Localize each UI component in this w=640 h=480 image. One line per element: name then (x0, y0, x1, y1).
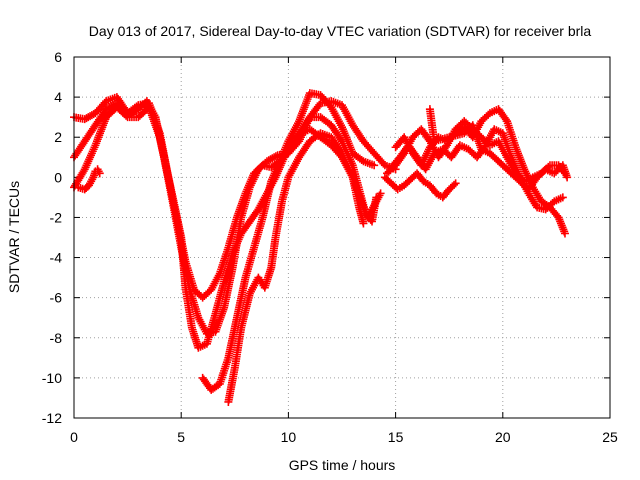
x-tick-label: 15 (388, 429, 404, 445)
x-tick-label: 20 (495, 429, 511, 445)
plus-marker (376, 189, 385, 198)
y-tick-label: -4 (50, 250, 63, 266)
chart-title: Day 013 of 2017, Sidereal Day-to-day VTE… (89, 23, 592, 39)
plus-marker (563, 173, 572, 182)
plus-marker (122, 111, 131, 120)
x-axis-label: GPS time / hours (289, 457, 396, 473)
plus-marker (271, 152, 280, 161)
plot-frame (73, 56, 611, 419)
plus-marker (359, 219, 368, 228)
x-tick-label: 5 (177, 429, 185, 445)
y-tick-label: 4 (54, 89, 62, 105)
y-tick-label: -12 (42, 410, 62, 426)
plus-marker (370, 161, 379, 170)
plus-marker (560, 229, 569, 238)
y-tick-label: -8 (50, 330, 63, 346)
y-tick-label: 0 (54, 169, 62, 185)
x-tick-label: 10 (281, 429, 297, 445)
x-tick-label: 25 (602, 429, 618, 445)
y-tick-label: -2 (50, 209, 63, 225)
plus-marker (95, 169, 104, 178)
plus-marker (451, 179, 460, 188)
series-track-5 (224, 129, 368, 406)
series-track-4 (198, 113, 381, 394)
data-marks (70, 89, 572, 406)
plus-marker (450, 180, 459, 189)
plus-marker (558, 193, 567, 202)
plus-marker (372, 193, 381, 202)
y-axis-label: SDTVAR / TECUs (6, 181, 22, 293)
series-track-9 (383, 117, 569, 186)
plus-marker (132, 102, 141, 111)
y-tick-label: -6 (50, 290, 63, 306)
series-track-10 (380, 169, 460, 202)
x-tick-label: 0 (70, 429, 78, 445)
series-track-11 (425, 105, 572, 194)
series-track-6 (74, 165, 104, 194)
series-track-2 (70, 89, 379, 302)
y-tick-label: 2 (54, 129, 62, 145)
y-tick-label: 6 (54, 49, 62, 65)
y-tick-label: -10 (42, 370, 62, 386)
